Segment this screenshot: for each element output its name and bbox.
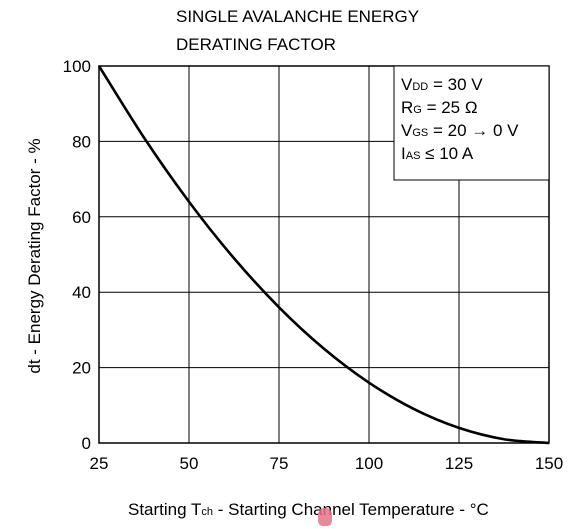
cursor-mark (318, 508, 332, 526)
x-axis-label-suffix: - Starting Channel Temperature - °C (213, 500, 489, 519)
condition-subscript: AS (406, 150, 421, 162)
condition-line: VDD = 30 V (401, 75, 483, 94)
chart-title: SINGLE AVALANCHE ENERGY DERATING FACTOR (176, 7, 419, 54)
x-tick-label: 25 (90, 454, 109, 473)
y-axis-label: dt - Energy Derating Factor - % (25, 138, 44, 373)
y-tick-label: 0 (82, 434, 91, 453)
derating-curve (97, 65, 550, 445)
plot-frame (98, 65, 550, 444)
x-axis-label-prefix: Starting T (128, 500, 201, 519)
x-tick-label: 75 (270, 454, 289, 473)
x-tick-label: 50 (180, 454, 199, 473)
y-tick-label: 80 (72, 132, 91, 151)
x-tick-label: 100 (355, 454, 383, 473)
condition-value: ≤ 10 A (420, 144, 473, 163)
y-tick-label: 40 (72, 283, 91, 302)
condition-subscript: GS (412, 127, 428, 139)
condition-line: RG = 25 Ω (401, 98, 478, 117)
condition-value: = 20 → 0 V (428, 121, 519, 140)
x-tick-label: 150 (535, 454, 563, 473)
condition-symbol: I (401, 144, 406, 163)
condition-symbol: R (401, 98, 413, 117)
x-axis-label-subscript: ch (201, 506, 213, 518)
y-tick-label: 60 (72, 208, 91, 227)
chart-title-line-1: SINGLE AVALANCHE ENERGY (176, 7, 419, 26)
condition-value: = 30 V (428, 75, 483, 94)
condition-value: = 25 Ω (422, 98, 478, 117)
y-tick-labels: 0 20 40 60 80 100 (63, 57, 91, 453)
series (97, 65, 550, 445)
y-tick-label: 100 (63, 57, 91, 76)
x-tick-label: 125 (445, 454, 473, 473)
condition-symbol: V (401, 75, 413, 94)
condition-subscript: G (413, 104, 422, 116)
condition-subscript: DD (412, 81, 428, 93)
conditions-box-frame (393, 65, 550, 181)
x-tick-labels: 25 50 75 100 125 150 (90, 454, 564, 473)
chart-title-line-2: DERATING FACTOR (176, 35, 336, 54)
condition-line: VGS = 20 → 0 V (401, 121, 519, 140)
condition-line: IAS ≤ 10 A (401, 144, 474, 163)
condition-symbol: V (401, 121, 413, 140)
x-axis-label: Starting Tch - Starting Channel Temperat… (128, 500, 489, 519)
y-tick-label: 20 (72, 359, 91, 378)
